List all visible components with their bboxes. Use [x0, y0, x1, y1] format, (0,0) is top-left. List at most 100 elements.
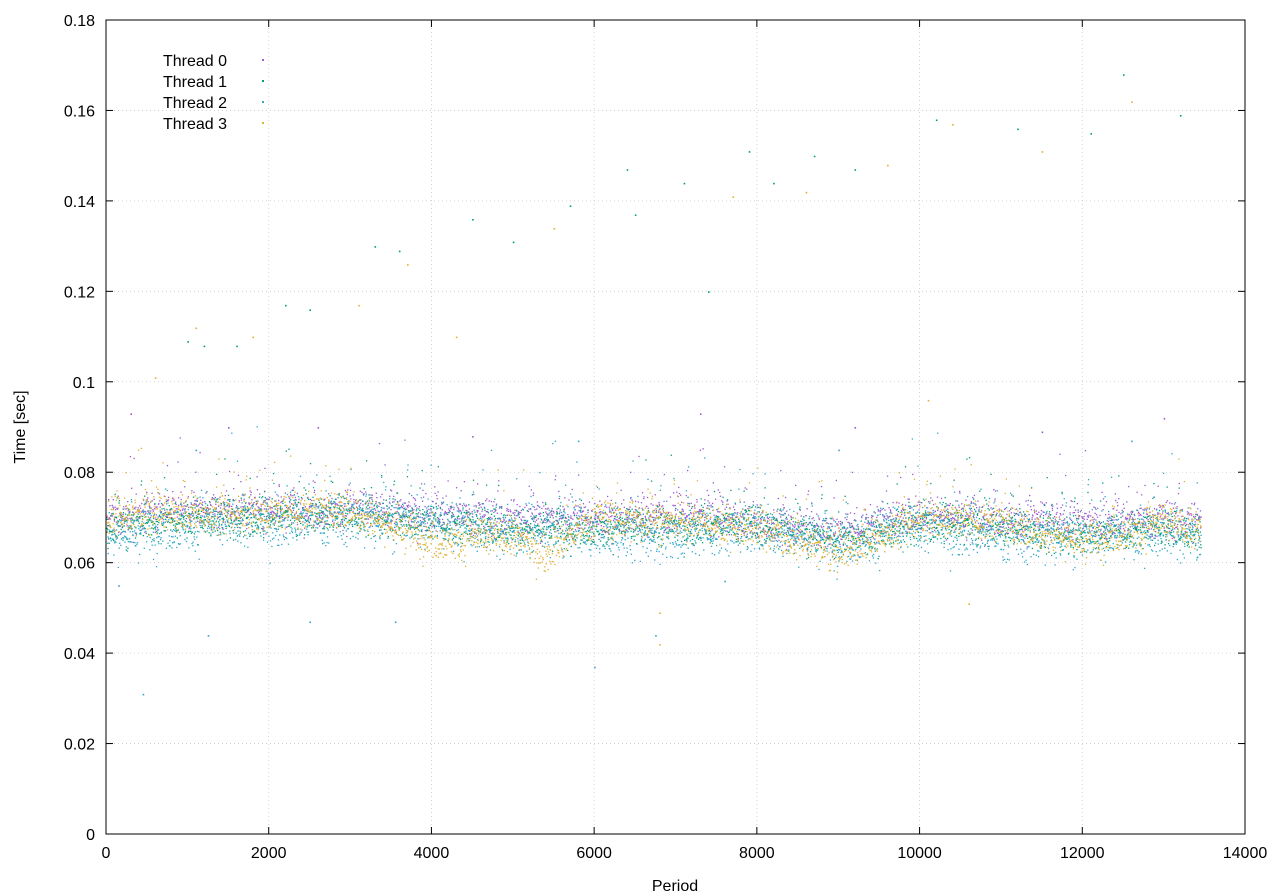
data-point — [125, 513, 127, 515]
data-point — [970, 528, 972, 530]
data-point — [609, 511, 611, 513]
data-point — [963, 505, 966, 507]
data-point — [900, 521, 902, 524]
data-point — [705, 515, 707, 517]
data-point — [565, 523, 567, 525]
data-point — [356, 512, 359, 515]
data-point — [171, 516, 173, 519]
data-point — [1006, 533, 1009, 535]
data-point — [574, 538, 576, 541]
data-point — [445, 531, 447, 533]
data-point — [453, 508, 455, 511]
data-point — [292, 504, 295, 506]
data-point — [1026, 534, 1028, 536]
data-point — [612, 509, 614, 511]
data-point — [195, 505, 198, 507]
data-point — [708, 529, 710, 532]
data-point — [834, 534, 836, 537]
data-point — [947, 508, 949, 510]
data-point — [423, 525, 425, 528]
data-point — [341, 523, 344, 525]
data-point — [772, 518, 775, 520]
data-point — [395, 532, 397, 534]
data-point — [1175, 526, 1178, 529]
data-point — [273, 512, 275, 514]
data-point — [257, 511, 260, 514]
data-point — [988, 524, 990, 527]
data-point — [943, 519, 945, 521]
data-point — [212, 531, 214, 533]
data-point — [858, 538, 860, 541]
data-point — [453, 520, 455, 522]
data-point — [232, 539, 235, 541]
data-point — [389, 489, 392, 491]
data-point — [334, 503, 336, 505]
data-point — [836, 537, 838, 539]
data-point — [206, 504, 209, 506]
data-point — [844, 531, 847, 533]
data-point — [885, 518, 887, 520]
data-point — [1021, 529, 1023, 531]
data-point — [400, 521, 402, 523]
data-point — [1008, 515, 1010, 517]
data-point — [838, 521, 840, 523]
data-point — [856, 507, 858, 509]
data-point — [529, 527, 532, 529]
data-point — [374, 519, 376, 521]
data-point — [896, 526, 898, 528]
data-point — [469, 518, 471, 520]
data-point — [1155, 531, 1157, 533]
data-point — [116, 507, 118, 509]
data-point — [393, 483, 395, 486]
data-point — [508, 542, 510, 545]
data-point — [519, 539, 521, 541]
data-point — [604, 511, 606, 513]
data-point — [320, 511, 322, 514]
data-point — [1074, 509, 1077, 511]
data-point — [201, 507, 203, 509]
data-point — [1011, 516, 1014, 519]
data-point — [473, 493, 475, 496]
data-point — [228, 524, 230, 526]
data-point — [799, 508, 801, 510]
data-point — [896, 513, 899, 515]
data-point — [357, 500, 359, 503]
data-point — [296, 505, 298, 507]
data-point — [624, 533, 626, 535]
data-point — [484, 514, 486, 516]
data-points — [106, 74, 1202, 696]
data-point — [186, 504, 189, 506]
data-point — [1008, 536, 1010, 539]
data-point — [618, 528, 621, 530]
data-point — [407, 510, 410, 512]
data-point — [495, 503, 498, 505]
data-point — [521, 527, 523, 529]
data-point — [332, 502, 335, 505]
data-point — [608, 538, 610, 541]
data-point — [1016, 530, 1019, 532]
data-point — [731, 514, 733, 516]
data-point — [736, 533, 738, 535]
data-point — [506, 528, 508, 531]
data-point — [645, 459, 647, 461]
data-point — [1184, 530, 1186, 533]
data-point — [229, 514, 231, 516]
data-point — [222, 528, 224, 531]
data-point — [692, 543, 694, 545]
data-point — [686, 526, 688, 529]
data-point — [915, 495, 917, 497]
data-point — [157, 541, 160, 543]
data-point — [1029, 524, 1032, 526]
data-point — [468, 511, 470, 514]
data-point — [330, 524, 333, 526]
data-point — [384, 520, 386, 523]
data-point — [839, 533, 841, 536]
data-point — [288, 448, 290, 450]
data-point — [385, 499, 387, 501]
data-point — [199, 516, 201, 519]
data-point — [1145, 513, 1148, 515]
data-point — [429, 512, 431, 514]
data-point — [275, 503, 278, 505]
data-point — [281, 507, 283, 510]
data-point — [737, 540, 739, 542]
